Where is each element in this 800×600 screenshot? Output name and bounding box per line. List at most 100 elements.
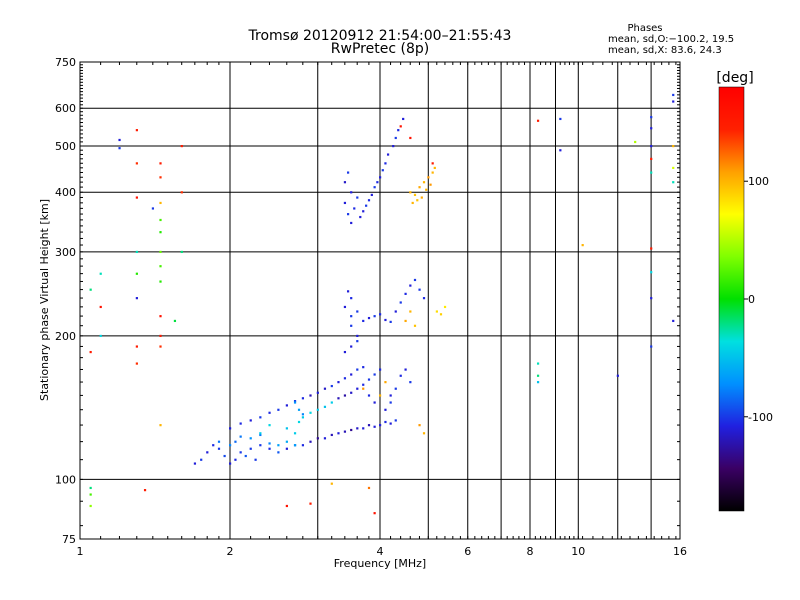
y-tick-label: 400 <box>55 186 76 199</box>
data-point <box>409 284 412 287</box>
data-point <box>180 144 183 148</box>
data-point <box>416 199 419 202</box>
data-point <box>330 482 333 485</box>
data-point <box>268 424 271 427</box>
data-point <box>389 320 392 323</box>
data-point <box>389 394 392 397</box>
data-point <box>418 186 421 189</box>
data-point <box>389 422 392 425</box>
data-point <box>350 391 353 394</box>
data-point <box>362 387 365 390</box>
data-point <box>559 149 562 152</box>
data-point <box>413 324 417 327</box>
data-point <box>350 221 353 225</box>
data-point <box>193 462 197 465</box>
data-point <box>180 250 183 254</box>
data-point <box>293 444 297 447</box>
data-point <box>249 419 252 422</box>
x-axis-label: Frequency [MHz] <box>334 557 426 570</box>
data-point <box>323 405 327 408</box>
data-point <box>435 310 438 313</box>
data-point <box>650 127 653 130</box>
data-point <box>362 319 365 323</box>
data-point <box>402 117 405 121</box>
chart-subtitle: RwPretec (8p) <box>331 41 429 57</box>
x-axis: 1 2 4 6 8 10 16 <box>77 62 687 558</box>
y-axis-label: Stationary phase Virtual Height [km] <box>38 199 51 401</box>
data-point <box>343 377 347 380</box>
data-point <box>425 188 428 191</box>
y-tick-label: 600 <box>55 102 76 115</box>
data-point <box>386 153 390 156</box>
data-point <box>359 215 362 219</box>
data-point <box>427 176 430 179</box>
data-point <box>356 368 359 371</box>
data-point <box>420 196 423 199</box>
data-point <box>672 181 675 184</box>
data-point <box>301 444 305 447</box>
data-point <box>309 394 312 397</box>
data-point <box>350 315 353 318</box>
data-point <box>672 144 675 148</box>
data-point <box>159 265 162 268</box>
data-point <box>346 213 350 216</box>
data-point <box>431 162 434 165</box>
data-point <box>394 136 397 140</box>
data-point <box>356 427 359 430</box>
data-point <box>399 301 402 304</box>
data-point <box>277 408 280 411</box>
data-point <box>409 191 412 194</box>
data-point <box>373 186 376 189</box>
stats-line-o: mean, sd,O:−100.2, 19.5 <box>608 34 734 45</box>
data-point <box>373 373 376 376</box>
x-tick-label: 2 <box>227 545 234 558</box>
data-point <box>356 196 359 199</box>
data-point <box>356 387 359 390</box>
data-point <box>234 458 237 461</box>
data-point <box>394 387 397 390</box>
data-point <box>367 199 371 202</box>
data-point <box>422 432 426 435</box>
stats-line-x: mean, sd,X: 83.6, 24.3 <box>608 45 722 56</box>
data-point <box>367 486 371 490</box>
y-tick-label: 200 <box>55 330 76 343</box>
colorbar-ticks: 100 0 -100 <box>744 175 773 424</box>
points-layer <box>89 93 675 515</box>
data-point <box>373 512 376 515</box>
data-point <box>239 451 242 454</box>
data-point <box>244 454 247 458</box>
data-point <box>343 430 347 433</box>
data-point <box>159 345 162 348</box>
data-point <box>159 218 162 222</box>
colorbar-label: [deg] <box>716 70 753 86</box>
data-point <box>223 454 226 458</box>
data-point <box>672 166 675 170</box>
y-tick-label: 100 <box>55 473 76 486</box>
data-point <box>409 381 412 384</box>
x-tick-label: 10 <box>571 545 585 558</box>
data-point <box>330 384 333 388</box>
data-point <box>135 162 138 165</box>
data-point <box>362 366 365 369</box>
colorbar-tick-label: -100 <box>748 411 773 424</box>
data-point <box>409 310 412 313</box>
y-tick-label: 75 <box>62 533 76 546</box>
data-point <box>559 117 562 121</box>
data-point <box>399 374 402 377</box>
data-point <box>404 319 407 323</box>
data-point <box>404 368 407 371</box>
data-point <box>297 420 301 424</box>
data-point <box>159 201 162 205</box>
data-point <box>634 140 637 144</box>
data-point <box>285 404 288 407</box>
data-point <box>89 486 92 490</box>
data-point <box>373 315 376 318</box>
data-point <box>159 250 162 254</box>
data-point <box>343 394 347 397</box>
data-point <box>384 420 387 424</box>
data-point <box>159 231 162 234</box>
data-point <box>650 271 653 274</box>
y-tick-label: 750 <box>55 56 76 69</box>
data-point <box>135 196 138 199</box>
data-point <box>356 340 359 343</box>
